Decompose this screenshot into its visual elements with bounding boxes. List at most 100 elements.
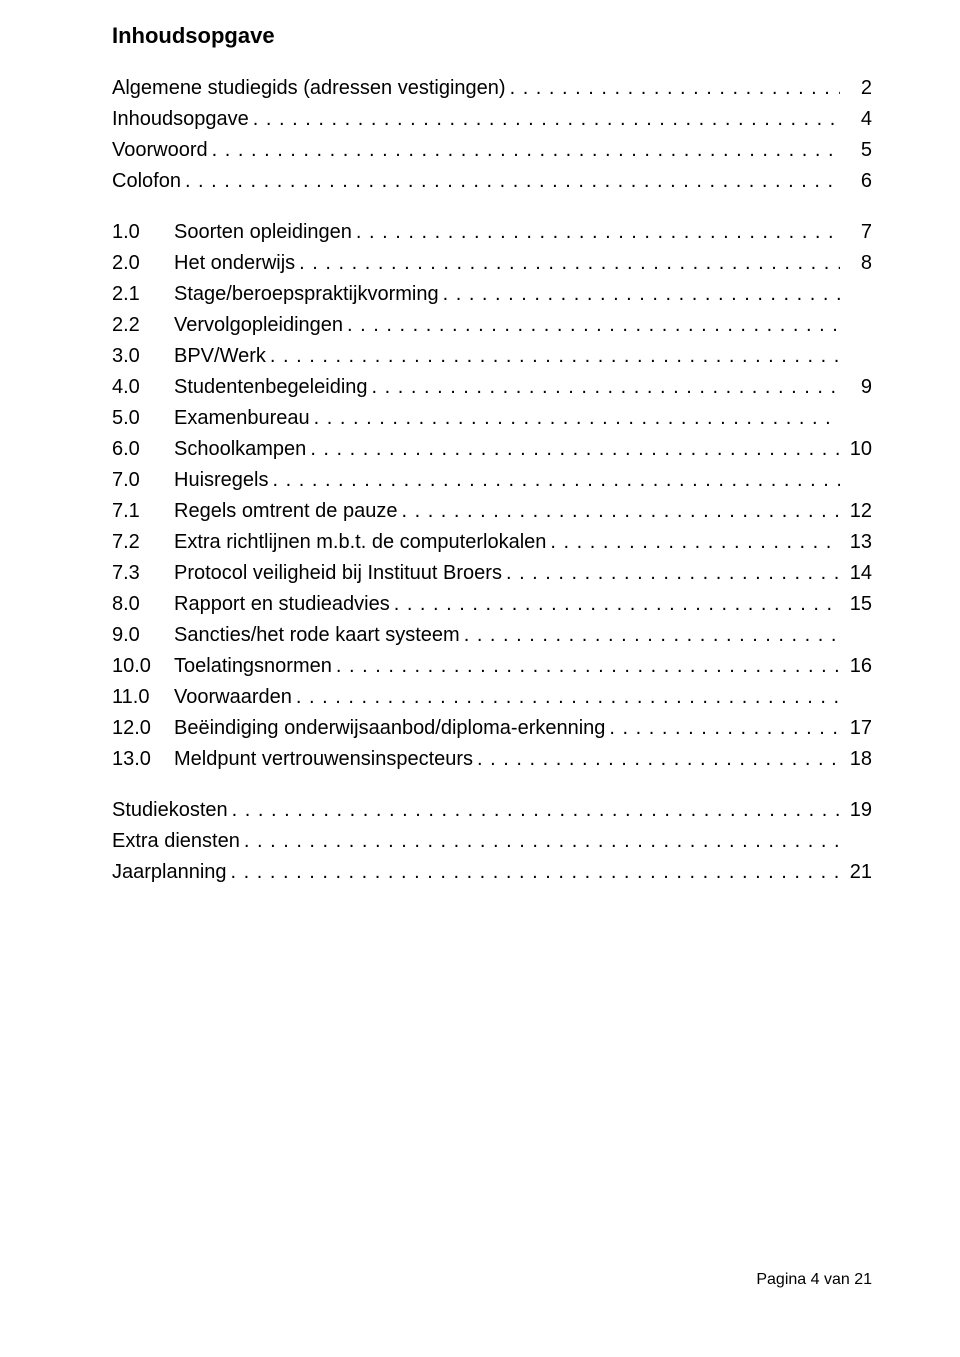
toc-number: 7.1 — [112, 497, 174, 526]
toc-page: 6 — [840, 167, 872, 196]
toc-number: 11.0 — [112, 683, 174, 712]
toc-number: 7.3 — [112, 559, 174, 588]
toc-leader — [310, 404, 840, 433]
toc-page: 17 — [840, 714, 872, 743]
toc-page: 19 — [840, 796, 872, 825]
toc-row: 3.0BPV/Werk — [112, 342, 872, 371]
toc-page: 7 — [840, 218, 872, 247]
toc-row: 8.0Rapport en studieadvies15 — [112, 590, 872, 619]
toc-number: 9.0 — [112, 621, 174, 650]
toc-row: 7.0Huisregels — [112, 466, 872, 495]
toc-number: 6.0 — [112, 435, 174, 464]
toc-number: 10.0 — [112, 652, 174, 681]
toc-row: 2.1Stage/beroepspraktijkvorming — [112, 280, 872, 309]
toc-label: Jaarplanning — [112, 858, 227, 887]
toc-leader — [473, 745, 840, 774]
toc-number: 2.0 — [112, 249, 174, 278]
toc-number: 5.0 — [112, 404, 174, 433]
toc-label: Soorten opleidingen — [174, 218, 352, 247]
toc-number: 2.2 — [112, 311, 174, 340]
toc-row: 4.0Studentenbegeleiding9 — [112, 373, 872, 402]
page-title: Inhoudsopgave — [112, 20, 872, 52]
toc-label: Beëindiging onderwijsaanbod/diploma-erke… — [174, 714, 605, 743]
toc-block: Algemene studiegids (adressen vestiginge… — [112, 74, 872, 196]
toc-leader — [506, 74, 840, 103]
toc-label: Studentenbegeleiding — [174, 373, 368, 402]
toc-row: 7.3Protocol veiligheid bij Instituut Bro… — [112, 559, 872, 588]
toc-leader — [502, 559, 840, 588]
toc-row: 5.0Examenbureau — [112, 404, 872, 433]
toc-row: 7.2Extra richtlijnen m.b.t. de computerl… — [112, 528, 872, 557]
toc-number: 12.0 — [112, 714, 174, 743]
toc-label: Sancties/het rode kaart systeem — [174, 621, 460, 650]
toc-row: Algemene studiegids (adressen vestiginge… — [112, 74, 872, 103]
toc-label: Regels omtrent de pauze — [174, 497, 397, 526]
toc-leader — [227, 858, 840, 887]
toc-number: 8.0 — [112, 590, 174, 619]
toc-label: Het onderwijs — [174, 249, 295, 278]
toc-block: 1.0Soorten opleidingen 7 2.0Het onderwijs 8… — [112, 218, 872, 774]
toc-number: 7.0 — [112, 466, 174, 495]
toc-page: 15 — [840, 590, 872, 619]
toc-page: 21 — [840, 858, 872, 887]
toc-row: Studiekosten 19 — [112, 796, 872, 825]
toc-row: Inhoudsopgave4 — [112, 105, 872, 134]
toc-number: 2.1 — [112, 280, 174, 309]
toc-page: 14 — [840, 559, 872, 588]
toc-label: Extra richtlijnen m.b.t. de computerloka… — [174, 528, 546, 557]
toc-label: Inhoudsopgave — [112, 105, 249, 134]
toc-label: Voorwaarden — [174, 683, 292, 712]
toc-row: 7.1Regels omtrent de pauze 12 — [112, 497, 872, 526]
toc-leader — [295, 249, 840, 278]
toc-row: 2.2Vervolgopleidingen — [112, 311, 872, 340]
toc-label: Colofon — [112, 167, 181, 196]
toc-leader — [605, 714, 840, 743]
toc-number: 13.0 — [112, 745, 174, 774]
toc-row: 13.0Meldpunt vertrouwensinspecteurs 18 — [112, 745, 872, 774]
toc-page: 13 — [840, 528, 872, 557]
toc-label: Huisregels — [174, 466, 268, 495]
toc-page: 8 — [840, 249, 872, 278]
toc-row: 2.0Het onderwijs 8 — [112, 249, 872, 278]
toc-row: Voorwoord 5 — [112, 136, 872, 165]
toc-leader — [228, 796, 840, 825]
toc-leader — [240, 827, 840, 856]
toc-leader — [181, 167, 840, 196]
toc-leader — [292, 683, 840, 712]
toc-label: Voorwoord — [112, 136, 208, 165]
toc-label: Meldpunt vertrouwensinspecteurs — [174, 745, 473, 774]
toc-leader — [397, 497, 840, 526]
toc-row: Colofon 6 — [112, 167, 872, 196]
toc-leader — [249, 105, 840, 134]
toc-page: 12 — [840, 497, 872, 526]
toc-row: 10.0Toelatingsnormen16 — [112, 652, 872, 681]
toc-number: 1.0 — [112, 218, 174, 247]
toc-page: 5 — [840, 136, 872, 165]
toc-leader — [306, 435, 840, 464]
toc-leader — [546, 528, 840, 557]
toc-page: 2 — [840, 74, 872, 103]
toc-page: 10 — [840, 435, 872, 464]
page-footer: Pagina 4 van 21 — [756, 1268, 872, 1291]
toc-row: 6.0Schoolkampen 10 — [112, 435, 872, 464]
toc-leader — [268, 466, 840, 495]
toc-row: 9.0Sancties/het rode kaart systeem — [112, 621, 872, 650]
toc-label: BPV/Werk — [174, 342, 266, 371]
toc-leader — [439, 280, 840, 309]
toc-number: 7.2 — [112, 528, 174, 557]
toc-leader — [208, 136, 840, 165]
toc-row: 11.0Voorwaarden — [112, 683, 872, 712]
toc-leader — [352, 218, 840, 247]
toc-label: Examenbureau — [174, 404, 310, 433]
toc-leader — [343, 311, 840, 340]
toc-page: 18 — [840, 745, 872, 774]
page: Inhoudsopgave Algemene studiegids (adres… — [0, 0, 960, 1357]
toc-label: Studiekosten — [112, 796, 228, 825]
toc-block: Studiekosten 19 Extra dienstenJaarplanning… — [112, 796, 872, 887]
toc-leader — [332, 652, 840, 681]
toc-label: Protocol veiligheid bij Instituut Broers — [174, 559, 502, 588]
toc-label: Extra diensten — [112, 827, 240, 856]
toc-row: 1.0Soorten opleidingen 7 — [112, 218, 872, 247]
toc-label: Schoolkampen — [174, 435, 306, 464]
toc-number: 4.0 — [112, 373, 174, 402]
